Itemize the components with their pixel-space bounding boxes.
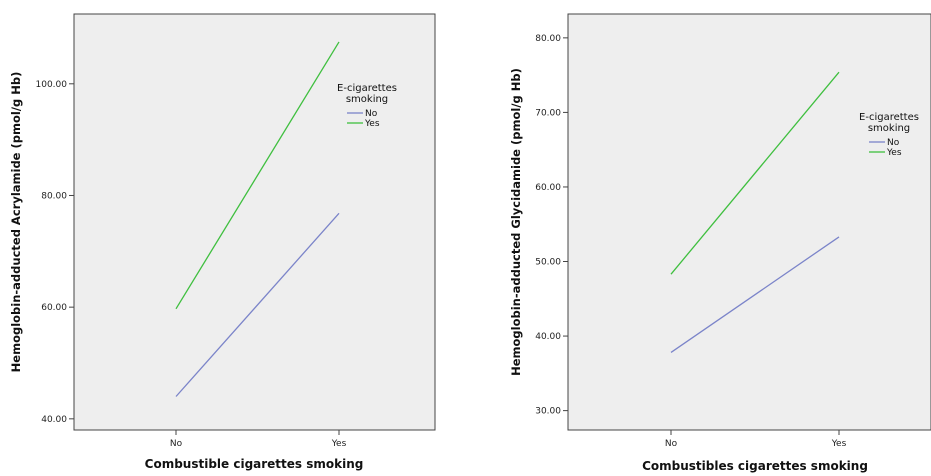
plot-area <box>74 14 435 430</box>
y-tick-label: 60.00 <box>535 183 561 193</box>
y-tick-label: 50.00 <box>535 258 561 268</box>
y-axis-label: Hemoglobin-adducted Acrylamide (pmol/g H… <box>9 72 23 373</box>
y-tick-label: 40.00 <box>535 332 561 342</box>
legend-title-line1: E-cigarettes <box>859 112 919 123</box>
x-axis-label: Combustible cigarettes smoking <box>145 457 364 471</box>
y-axis-label: Hemoglobin-adducted Glycidamide (pmol/g … <box>509 68 523 376</box>
legend-item-no: No <box>887 138 900 148</box>
y-tick-label: 70.00 <box>535 108 561 118</box>
legend-title-line1: E-cigarettes <box>337 83 397 94</box>
y-axis-ticks: 30.00 40.00 50.00 60.00 70.00 80.00 <box>535 34 568 417</box>
x-tick-label: Yes <box>831 439 847 449</box>
x-axis-ticks: No Yes <box>170 430 347 449</box>
x-tick-label: Yes <box>331 439 347 449</box>
legend-item-no: No <box>365 109 378 119</box>
x-tick-label: No <box>665 439 678 449</box>
y-tick-label: 80.00 <box>41 191 67 201</box>
x-axis-label: Combustibles cigarettes smoking <box>642 459 868 473</box>
y-tick-label: 80.00 <box>535 34 561 44</box>
y-tick-label: 60.00 <box>41 303 67 313</box>
y-tick-label: 100.00 <box>36 80 68 90</box>
plot-area <box>568 14 931 430</box>
y-axis-ticks: 40.00 60.00 80.00 100.00 <box>36 80 75 425</box>
y-tick-label: 40.00 <box>41 415 67 425</box>
y-tick-label: 30.00 <box>535 407 561 417</box>
x-axis-ticks: No Yes <box>665 430 847 449</box>
x-tick-label: No <box>170 439 183 449</box>
legend-title-line2: smoking <box>346 94 388 105</box>
legend-item-yes: Yes <box>886 148 902 158</box>
legend-title-line2: smoking <box>868 123 910 134</box>
legend-item-yes: Yes <box>364 119 380 129</box>
